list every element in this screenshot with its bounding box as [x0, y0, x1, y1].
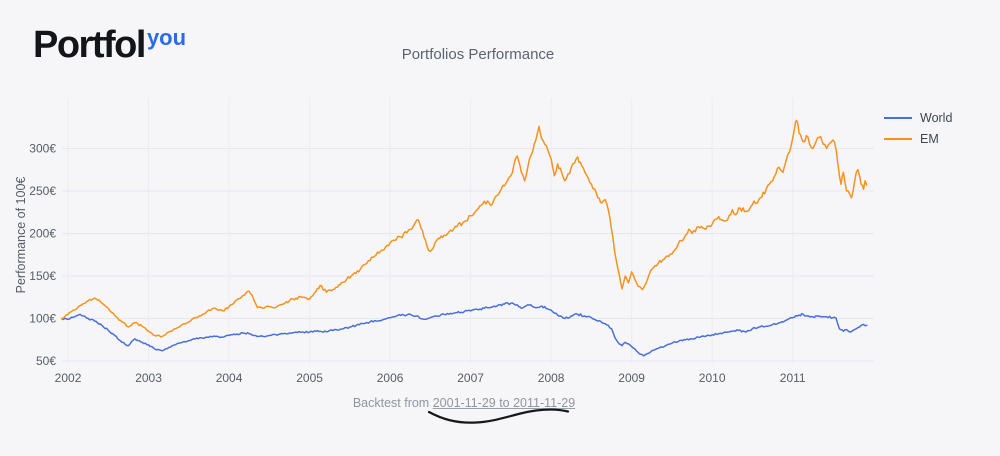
backtest-caption: Backtest from 2001-11-29 to 2011-11-29	[0, 396, 928, 410]
x-tick-label: 2005	[296, 371, 323, 385]
x-tick-label: 2004	[216, 371, 243, 385]
logo-wordmark: Portfol	[33, 24, 146, 66]
x-tick-label: 2008	[538, 371, 565, 385]
plot-area[interactable]	[62, 98, 874, 364]
x-tick-label: 2011	[780, 371, 806, 385]
legend-item-em[interactable]: EM	[884, 128, 952, 149]
x-tick-label: 2006	[377, 371, 404, 385]
legend-label: World	[920, 110, 953, 125]
logo-accent: you	[146, 25, 187, 50]
x-tick-label: 2002	[55, 371, 82, 385]
hand-drawn-underline	[427, 408, 570, 424]
legend-swatch-world	[884, 116, 912, 119]
x-tick-label: 2003	[135, 371, 162, 385]
x-tick-label: 2009	[618, 371, 645, 385]
x-tick-label: 2010	[699, 371, 726, 385]
page-title: Portfolios Performance	[401, 46, 555, 63]
chart-legend: World EM	[884, 107, 952, 149]
y-tick-label: 250€	[29, 184, 56, 198]
y-tick-label: 100€	[29, 312, 56, 326]
underline-stroke	[427, 408, 570, 424]
app-logo[interactable]: Portfolyou	[33, 24, 186, 67]
y-tick-label: 150€	[29, 269, 56, 283]
y-tick-label: 300€	[29, 141, 56, 155]
legend-label: EM	[920, 131, 939, 146]
series-line-em	[60, 119, 868, 338]
backtest-prefix: Backtest from	[352, 396, 430, 410]
y-tick-label: 200€	[29, 227, 56, 241]
series-line-world	[60, 301, 868, 357]
legend-swatch-em	[884, 137, 912, 140]
y-axis-title: Performance of 100€	[14, 176, 28, 294]
y-tick-label: 50€	[36, 354, 56, 368]
x-tick-label: 2007	[457, 371, 484, 385]
backtest-range: 2001-11-29 to 2011-11-29	[432, 396, 576, 410]
legend-item-world[interactable]: World	[884, 107, 952, 128]
